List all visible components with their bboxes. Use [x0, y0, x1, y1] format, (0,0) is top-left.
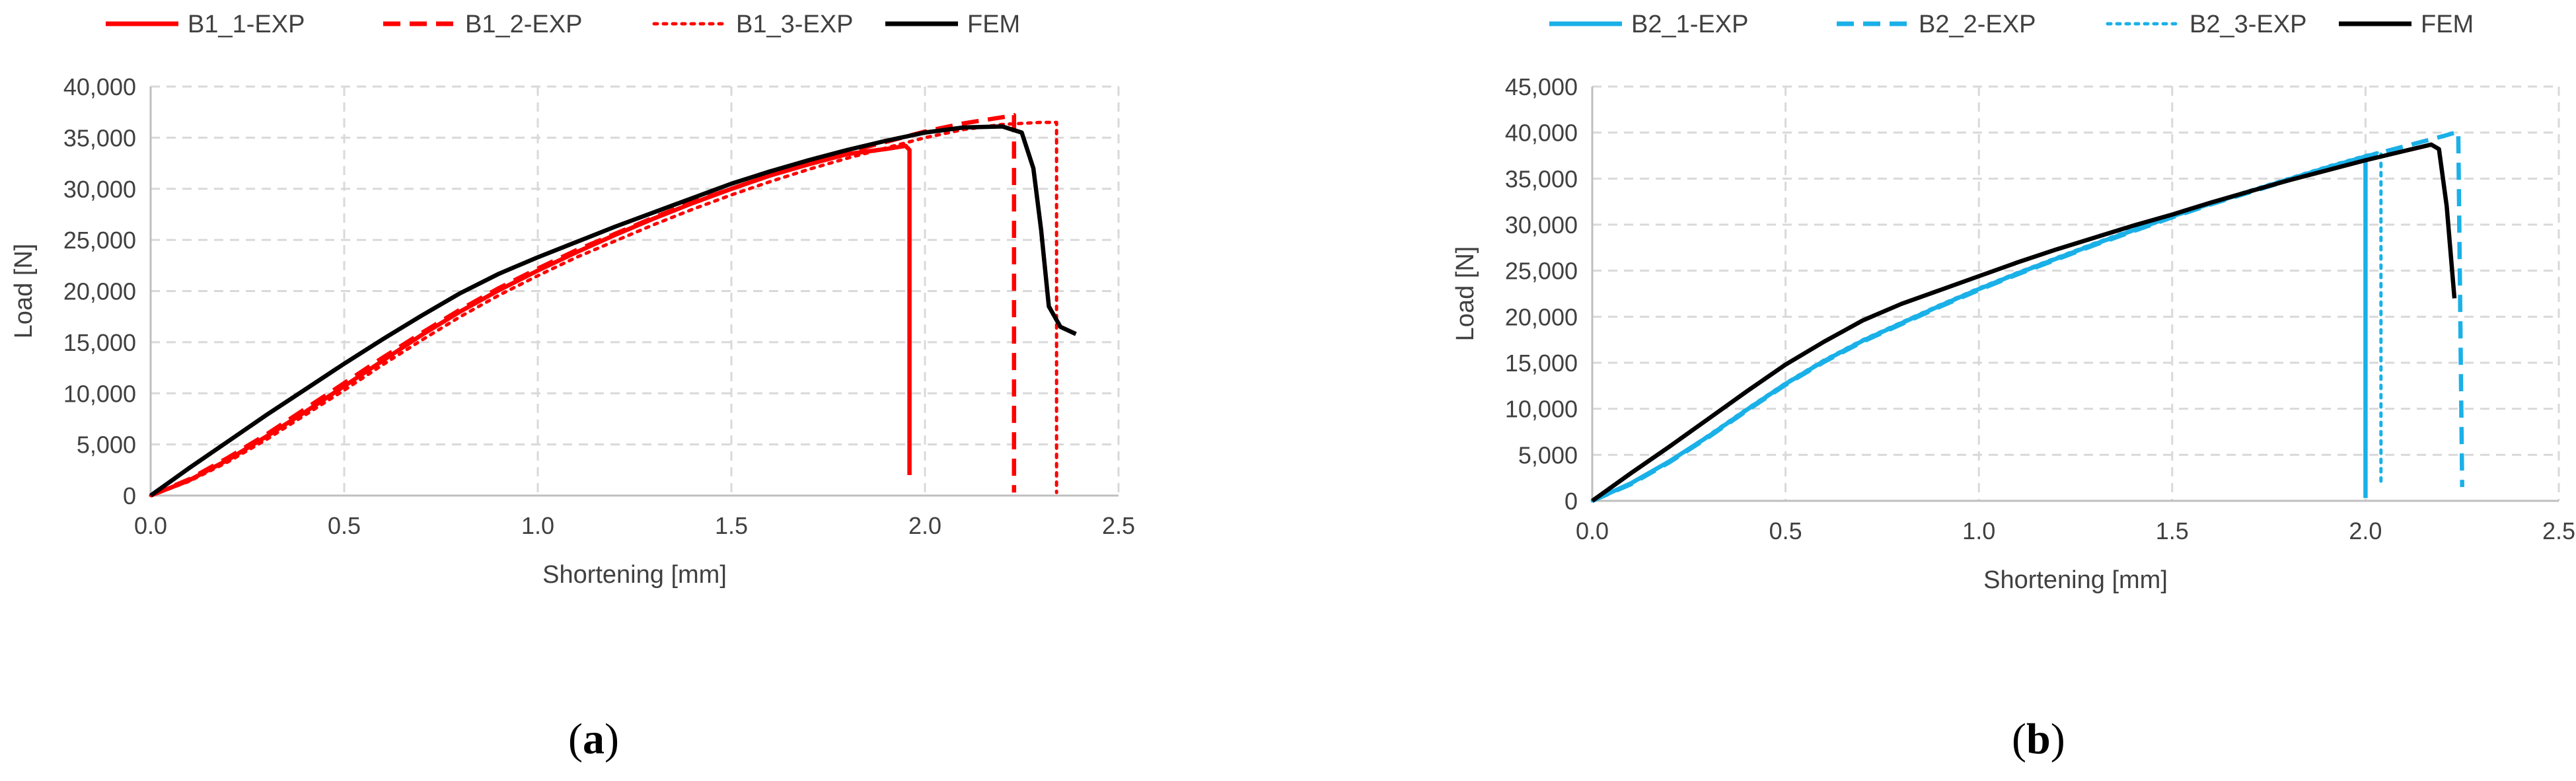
legend-label: FEM: [967, 11, 1020, 38]
y-tick-label: 0: [1564, 488, 1578, 515]
chart-panel-b: 0 5,000 10,000 15,000 20,000 25,000 30,000 35,0…: [1452, 11, 2575, 763]
legend-label: B2_1-EXP: [1631, 11, 1748, 38]
y-tick-label: 5,000: [1518, 441, 1578, 468]
y-tick-label: 40,000: [63, 73, 136, 100]
x-tick-label: 2.5: [1102, 512, 1135, 539]
y-tick-label: 35,000: [63, 124, 136, 151]
y-tick-label: 45,000: [1505, 73, 1578, 100]
y-tick-label: 25,000: [1505, 258, 1578, 285]
panel-letter: a: [583, 715, 605, 763]
y-tick-label: 15,000: [63, 329, 136, 356]
legend-label: B2_2-EXP: [1919, 11, 2036, 38]
x-axis-title: Shortening [mm]: [1983, 566, 2168, 594]
x-tick-label: 1.0: [521, 512, 554, 539]
legend-label: B1_1-EXP: [188, 11, 305, 38]
x-axis-title: Shortening [mm]: [542, 561, 727, 589]
series-line-b2-3-exp: [1590, 150, 2383, 503]
y-axis-title: Load [N]: [10, 244, 38, 339]
x-tick-label: 1.5: [715, 512, 748, 539]
x-tick-label: 0.0: [1576, 517, 1609, 544]
x-tick-label: 2.5: [2542, 517, 2575, 544]
series-line-fem: [1591, 142, 2457, 503]
y-tick-label: 20,000: [1505, 303, 1578, 330]
panel-label: (b): [2012, 715, 2065, 763]
y-tick-label: 15,000: [1505, 350, 1578, 377]
y-tick-label: 40,000: [1505, 120, 1578, 147]
series-line-b1-3-exp: [149, 120, 1058, 498]
panel-label: (a): [568, 715, 619, 763]
y-tick-label: 5,000: [77, 431, 136, 459]
y-tick-label: 30,000: [63, 176, 136, 203]
x-tick-label: 0.0: [134, 512, 167, 539]
y-axis-title: Load [N]: [1452, 246, 1479, 342]
series-line-b1-1-exp: [149, 143, 912, 498]
x-tick-label: 2.0: [2349, 517, 2382, 544]
y-tick-label: 10,000: [63, 380, 136, 407]
series-line-fem: [149, 124, 1077, 498]
legend-label: FEM: [2421, 11, 2474, 38]
y-tick-label: 35,000: [1505, 165, 1578, 192]
x-tick-label: 0.5: [328, 512, 361, 539]
chart-panel-a: 0 5,000 10,000 15,000 20,000 25,000 30,000 35,0…: [10, 11, 1135, 763]
x-tick-label: 1.0: [1962, 517, 1995, 544]
x-tick-label: 2.0: [908, 512, 941, 539]
legend-label: B1_2-EXP: [465, 11, 582, 38]
x-tick-label: 0.5: [1769, 517, 1802, 544]
y-tick-label: 30,000: [1505, 211, 1578, 239]
legend-label: B2_3-EXP: [2190, 11, 2306, 38]
x-tick-label: 1.5: [2156, 517, 2189, 544]
y-tick-label: 0: [123, 482, 136, 509]
y-tick-label: 20,000: [63, 278, 136, 305]
y-tick-label: 25,000: [63, 227, 136, 254]
panel-letter: b: [2026, 715, 2051, 763]
series-line-b1-2-exp: [149, 113, 1017, 498]
legend-label: B1_3-EXP: [736, 11, 853, 38]
y-tick-label: 10,000: [1505, 396, 1578, 423]
